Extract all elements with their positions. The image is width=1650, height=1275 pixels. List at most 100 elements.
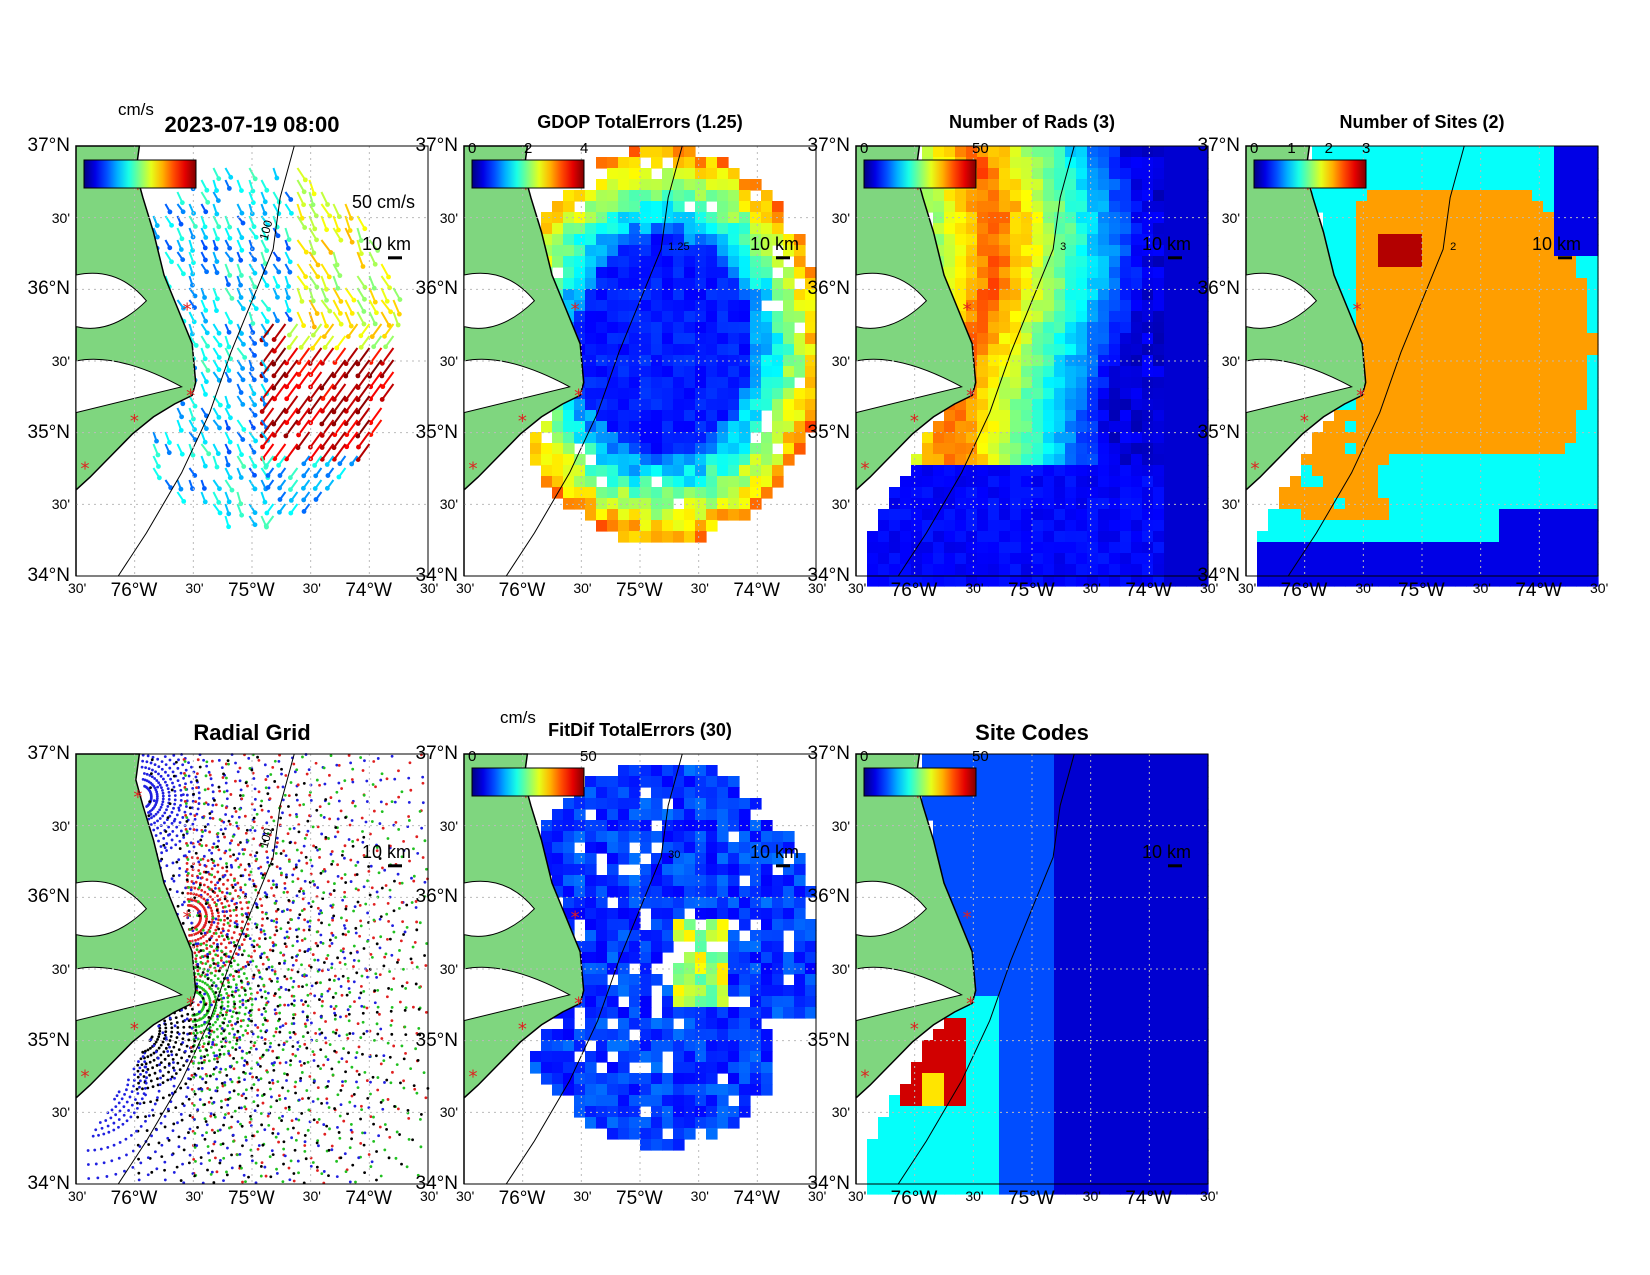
panel-title: GDOP TotalErrors (1.25) — [537, 112, 743, 132]
scale-label: 10 km — [1142, 841, 1192, 862]
radar-site-marker: * — [133, 179, 142, 200]
y-tick-label: 30' — [831, 353, 850, 369]
radar-site-marker: * — [186, 385, 195, 406]
scale-label: 10 km — [1142, 233, 1192, 254]
radar-site-marker: * — [183, 907, 192, 928]
y-tick-label: 30' — [439, 353, 458, 369]
x-tick-label: 30' — [68, 1188, 87, 1204]
x-tick-label: 76°W — [498, 580, 546, 601]
x-tick-label: 30' — [573, 1188, 592, 1204]
x-tick-label: 30' — [1590, 580, 1609, 596]
radar-site-marker: * — [183, 299, 192, 320]
x-tick-label: 30' — [1200, 580, 1219, 596]
radar-site-marker: * — [966, 385, 975, 406]
x-tick-label: 30' — [1238, 580, 1257, 596]
x-tick-label: 30' — [185, 580, 204, 596]
y-tick-label: 36°N — [27, 278, 70, 300]
radar-site-marker: * — [518, 1019, 527, 1040]
x-tick-label: 75°W — [228, 580, 275, 601]
x-tick-label: 75°W — [616, 1188, 663, 1209]
radar-site-marker: * — [571, 299, 580, 320]
colorbar — [863, 767, 977, 797]
y-tick-label: 30' — [51, 817, 70, 834]
x-tick-label: 75°W — [616, 580, 663, 601]
x-tick-label: 30' — [573, 580, 592, 596]
y-tick-label: 30' — [439, 496, 458, 513]
x-tick-label: 30' — [302, 1188, 321, 1204]
y-tick-label: 30' — [831, 496, 850, 513]
panel-title: FitDif TotalErrors (30) — [548, 720, 732, 740]
y-tick-label: 30' — [439, 961, 458, 977]
x-tick-label: 30' — [420, 580, 439, 596]
x-tick-label: 30' — [1200, 1188, 1219, 1204]
x-tick-label: 30' — [420, 1188, 439, 1204]
x-tick-label: 74°W — [1125, 580, 1172, 601]
map-panel-sitecodes: * * * * * Site Codes 0 50 10 km 37°N 30' 36°N 30' 35°… — [808, 720, 1219, 1209]
x-tick-label: 30' — [690, 1188, 709, 1204]
x-tick-label: 30' — [302, 580, 321, 596]
colorbar-tick-label: 1 — [1287, 140, 1296, 157]
colorbar-tick-label: 50 — [972, 140, 989, 157]
y-tick-label: 34°N — [27, 1173, 70, 1194]
radar-site-marker: * — [469, 1067, 478, 1088]
radar-site-marker: * — [133, 787, 142, 808]
colorbar-tick-label: 2 — [1324, 140, 1333, 157]
y-tick-label: 30' — [831, 1104, 850, 1121]
y-tick-label: 30' — [51, 353, 70, 369]
y-tick-label: 30' — [831, 209, 850, 226]
radar-site-marker: * — [910, 411, 919, 432]
x-tick-label: 30' — [68, 580, 87, 596]
x-tick-label: 75°W — [228, 1188, 275, 1209]
panel-title: Radial Grid — [193, 720, 311, 745]
unit-label: cm/s — [118, 100, 154, 119]
y-tick-label: 36°N — [415, 886, 458, 908]
map-canvas: * * * * * — [1245, 145, 1599, 587]
y-tick-label: 35°N — [415, 1029, 458, 1051]
map-panel-fitdif: * * * * * FitDif TotalErrors (30) cm/s 0 50 10 km… — [416, 708, 827, 1209]
y-tick-label: 30' — [1221, 353, 1240, 369]
radar-site-marker: * — [574, 993, 583, 1014]
colorbar-tick-label: 0 — [1250, 140, 1259, 157]
colorbar-tick-label: 0 — [468, 140, 477, 157]
y-tick-label: 37°N — [415, 135, 458, 156]
y-tick-label: 30' — [439, 1104, 458, 1121]
radar-site-marker: * — [913, 787, 922, 808]
y-tick-label: 30' — [51, 209, 70, 226]
colorbar-tick-label: 3 — [1362, 140, 1371, 157]
radar-site-marker: * — [521, 179, 530, 200]
x-tick-label: 30' — [456, 580, 475, 596]
contour-label: 30 — [668, 848, 681, 861]
scale-label: 10 km — [750, 233, 800, 254]
y-tick-label: 35°N — [27, 1029, 70, 1051]
contour-label: 2 — [1450, 240, 1457, 253]
y-tick-label: 34°N — [1197, 565, 1240, 586]
x-tick-label: 30' — [808, 580, 827, 596]
radar-site-marker: * — [1300, 411, 1309, 432]
x-tick-label: 76°W — [110, 580, 158, 601]
panel-title: 2023-07-19 08:00 — [164, 112, 340, 137]
map-panel-gdop: * * * * * GDOP TotalErrors (1.25) 0 2 4 10 km 1.25… — [416, 112, 827, 601]
x-tick-label: 30' — [690, 580, 709, 596]
y-tick-label: 30' — [1221, 209, 1240, 226]
radar-site-marker: * — [469, 459, 478, 480]
x-tick-label: 30' — [1082, 1188, 1101, 1204]
x-tick-label: 75°W — [1398, 580, 1445, 601]
radar-site-marker: * — [186, 993, 195, 1014]
radar-site-marker: * — [1356, 385, 1365, 406]
x-tick-label: 30' — [1355, 580, 1374, 596]
y-tick-label: 36°N — [1197, 278, 1240, 300]
y-tick-label: 30' — [1221, 496, 1240, 513]
y-tick-label: 36°N — [415, 278, 458, 300]
colorbar-tick-label: 0 — [468, 748, 477, 765]
colorbar-tick-label: 0 — [860, 748, 869, 765]
x-tick-label: 75°W — [1008, 1188, 1055, 1209]
map-panel-nsites: * * * * * Number of Sites (2) 0 1 2 3 10 km 2 37°N 30… — [1198, 112, 1609, 601]
x-tick-label: 75°W — [1008, 580, 1055, 601]
y-tick-label: 37°N — [1197, 135, 1240, 156]
y-tick-label: 37°N — [27, 743, 70, 764]
scale-label: 10 km — [362, 233, 412, 254]
x-tick-label: 30' — [808, 1188, 827, 1204]
x-tick-label: 76°W — [890, 1188, 938, 1209]
y-tick-label: 37°N — [27, 135, 70, 156]
map-panel-vectors: * * * * * 2023-07-19 08:00 cm/s 50 cm/s 10 km 100… — [28, 100, 439, 601]
